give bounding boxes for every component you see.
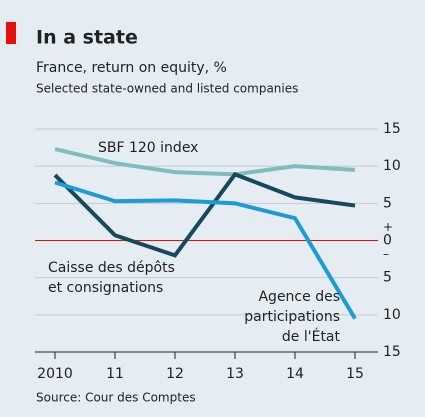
annotation: Caisse des dépôts [48,260,175,276]
source: Source: Cour des Comptes [36,391,196,405]
annotation: SBF 120 index [98,140,198,156]
annotation: Agence des [258,289,340,305]
x-tick-label: 2010 [37,366,73,382]
sign-label: + [383,220,393,234]
x-tick-label: 14 [286,366,304,382]
series-line [53,171,356,258]
y-tick-label: 15 [383,344,401,360]
subtitle: Selected state-owned and listed companie… [36,82,298,96]
chart-title: In a state [36,27,138,49]
x-tick-label: 15 [346,366,364,382]
subtitle: France, return on equity, % [36,60,227,76]
y-tick-label: 15 [383,121,401,137]
red-tag [6,22,16,44]
annotation: de l'État [282,328,341,345]
x-tick-label: 12 [166,366,184,382]
x-tick-label: 13 [226,366,244,382]
y-tick-label: 10 [383,307,401,323]
y-tick-label: 10 [383,158,401,174]
y-tick-label: 0 [383,233,392,249]
series-line [54,180,357,320]
y-tick-label: 5 [383,195,392,211]
x-tick-label: 11 [106,366,124,382]
sign-label: – [383,247,389,261]
series-line [54,147,356,177]
annotation: participations [244,309,340,325]
y-tick-label: 5 [383,270,392,286]
annotation: et consignations [48,280,163,296]
